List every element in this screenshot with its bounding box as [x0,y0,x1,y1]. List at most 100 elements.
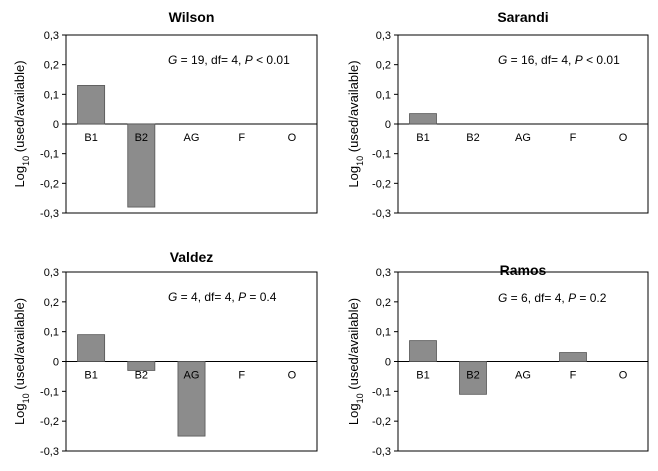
bar-f [559,352,587,362]
y-axis-label-subscript: 10 [355,393,365,403]
y-tick-label: 0 [53,357,59,369]
y-tick-label: 0,1 [44,327,59,339]
category-label: AG [515,370,531,382]
chart-panel-ramos: 0,3 0,2 0,1 0 -0,1 -0,2 -0,3 B1 B2 AG F O Ramos G = 6… [346,262,649,458]
stat-G: G [498,53,507,67]
y-axis-label-rest: (used/available) [346,60,361,155]
y-axis-label-rest: (used/available) [12,298,27,393]
stat-g-val: = 16, df= 4, [507,53,574,67]
chart-panel-valdez: 0,3 0,2 0,1 0 -0,1 -0,2 -0,3 B1 B2 AG F O Valdez G = … [12,249,318,458]
y-tick-label: 0 [385,119,391,131]
y-tick-label: 0,3 [376,30,391,42]
y-tick-label: -0,3 [372,446,391,458]
chart-title: Sarandi [497,9,548,25]
category-label: B1 [84,132,97,144]
y-axis-label-subscript: 10 [21,156,31,166]
y-axis-label: Log10 (used/available) [346,60,365,187]
y-axis-label-rest: (used/available) [12,60,27,155]
y-tick-label: -0,2 [40,416,59,428]
category-label: B1 [416,370,429,382]
category-label: F [570,132,577,144]
category-label: B2 [135,370,148,382]
bar-b1 [77,334,106,362]
y-tick-label: -0,1 [372,149,391,161]
y-tick-label: -0,3 [40,208,59,220]
category-label: F [238,370,245,382]
y-axis-label: Log10 (used/available) [12,60,31,187]
chart-panel-wilson: 0,3 0,2 0,1 0 -0,1 -0,2 -0,3 B1 B2 AG F O Wilson G = … [12,9,318,220]
y-tick-label: 0,3 [376,267,391,279]
bar-ag [177,361,206,437]
y-axis-label-rest: (used/available) [346,298,361,393]
y-tick-label: 0,3 [44,30,59,42]
y-tick-label: -0,3 [372,208,391,220]
stat-annotation: G = 16, df= 4, P < 0.01 [498,53,620,67]
stat-P: P [238,290,246,304]
stat-g-val: = 6, df= 4, [507,291,568,305]
y-tick-label: -0,1 [40,149,59,161]
bar-b2 [127,361,156,371]
y-axis-label-main: Log [12,403,27,425]
y-tick-label: 0,3 [44,267,59,279]
bar-b2 [459,361,487,395]
y-tick-label: 0 [53,119,59,131]
category-label: B2 [466,132,479,144]
category-label: AG [184,370,200,382]
stat-annotation: G = 19, df= 4, P < 0.01 [168,53,290,67]
y-tick-label: 0 [385,357,391,369]
stat-g-val: = 19, df= 4, [177,53,244,67]
chart-title: Valdez [170,249,214,265]
category-label: B2 [466,370,479,382]
y-axis-label-main: Log [346,403,361,425]
category-label: O [619,370,628,382]
stat-annotation: G = 6, df= 4, P = 0.2 [498,291,607,305]
y-tick-label: 0,1 [44,89,59,101]
y-tick-label: -0,2 [40,178,59,190]
stat-G: G [168,290,177,304]
category-label: O [288,370,297,382]
bar-b1 [409,113,437,125]
y-tick-label: -0,1 [372,386,391,398]
stat-g-val: = 4, df= 4, [177,290,238,304]
bar-b1 [409,340,437,362]
stat-p-val: < 0.01 [253,53,290,67]
y-axis-label-main: Log [12,166,27,188]
stat-G: G [498,291,507,305]
y-tick-label: -0,2 [372,416,391,428]
stat-p-val: = 0.4 [246,290,277,304]
stat-annotation: G = 4, df= 4, P = 0.4 [168,290,277,304]
y-tick-label: -0,1 [40,386,59,398]
stat-G: G [168,53,177,67]
y-tick-label: 0,2 [376,60,391,72]
y-axis-label-subscript: 10 [355,156,365,166]
category-label: AG [515,132,531,144]
chart-title: Wilson [169,9,215,25]
bar-b2 [127,123,156,208]
y-tick-label: 0,2 [44,60,59,72]
y-axis-label: Log10 (used/available) [346,298,365,425]
y-tick-label: 0,1 [376,89,391,101]
y-axis-label-main: Log [346,166,361,188]
category-label: F [238,132,245,144]
y-axis-label: Log10 (used/available) [12,298,31,425]
stat-P: P [575,53,583,67]
category-label: O [288,132,297,144]
bar-b1 [77,85,106,125]
chart-title: Ramos [500,262,547,278]
category-label: O [619,132,628,144]
chart-panel-sarandi: 0,3 0,2 0,1 0 -0,1 -0,2 -0,3 B1 B2 AG F O Sarandi G =… [346,9,649,220]
category-label: AG [184,132,200,144]
y-tick-label: 0,1 [376,327,391,339]
category-label: B1 [84,370,97,382]
y-axis-label-subscript: 10 [21,393,31,403]
y-tick-label: -0,2 [372,178,391,190]
category-label: F [570,370,577,382]
y-tick-label: 0,2 [376,297,391,309]
stat-P: P [245,53,253,67]
y-tick-label: 0,2 [44,297,59,309]
stat-p-val: < 0.01 [583,53,620,67]
category-label: B1 [416,132,429,144]
stat-P: P [568,291,576,305]
y-tick-label: -0,3 [40,446,59,458]
